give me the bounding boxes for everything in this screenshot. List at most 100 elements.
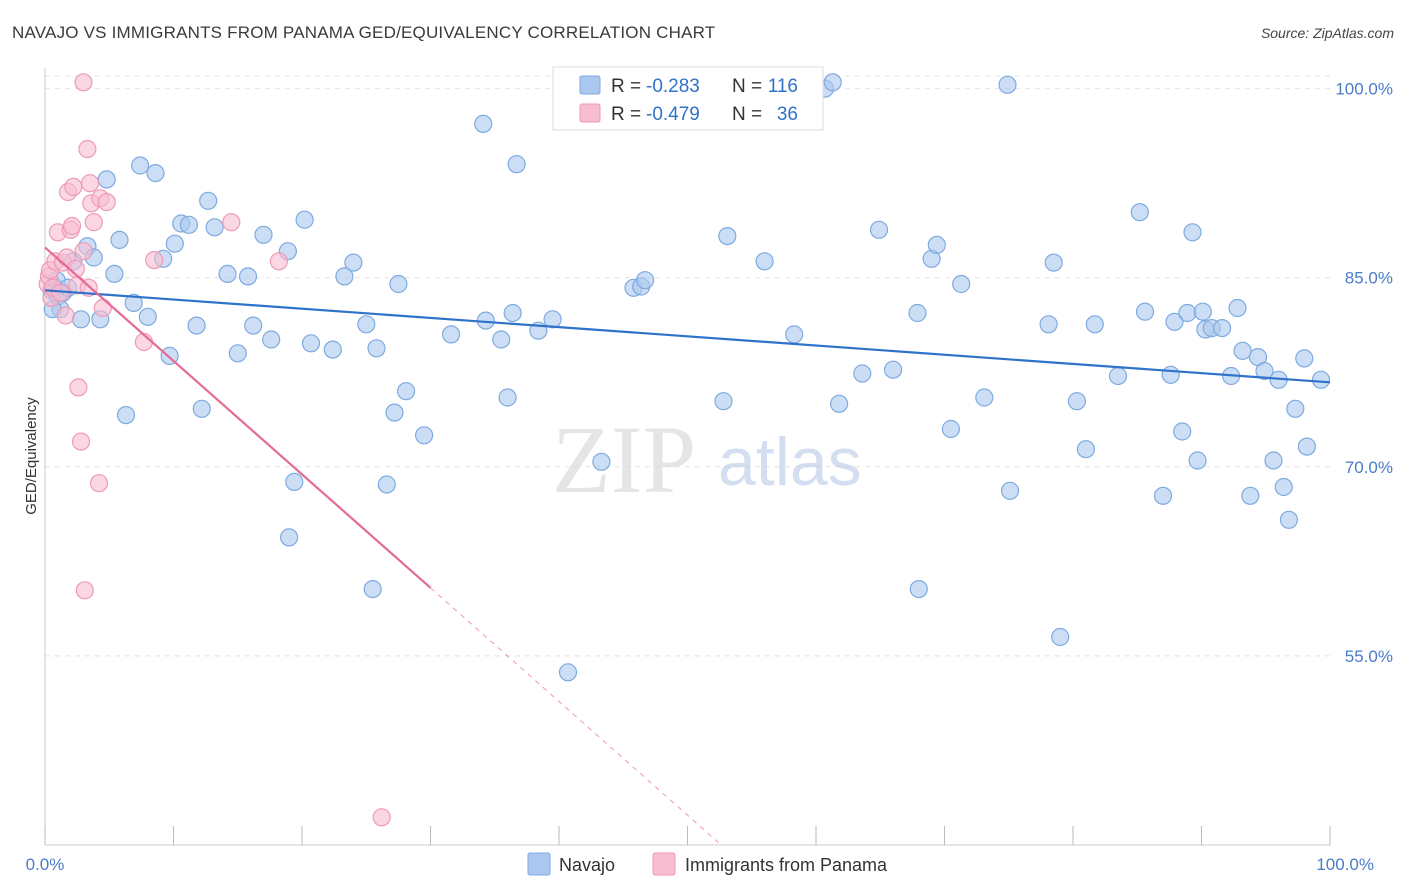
panama-point-33 bbox=[222, 213, 241, 232]
chart-title: NAVAJO VS IMMIGRANTS FROM PANAMA GED/EQU… bbox=[12, 23, 715, 42]
legend-n-value-panama: 36 bbox=[772, 104, 798, 125]
panama-point-22 bbox=[78, 140, 97, 159]
legend-r-label-panama: R = bbox=[611, 104, 641, 125]
panama-point-29 bbox=[93, 298, 112, 318]
navajo-point-17 bbox=[131, 156, 150, 175]
navajo-point-118 bbox=[1311, 370, 1331, 389]
y-tick-label-2: 70.0% bbox=[1345, 458, 1393, 477]
navajo-point-72 bbox=[829, 394, 849, 413]
panama-point-13 bbox=[62, 216, 82, 236]
navajo-point-27 bbox=[199, 191, 218, 210]
panama-trend-extension bbox=[430, 587, 719, 843]
panama-point-32 bbox=[145, 251, 164, 270]
navajo-point-86 bbox=[1044, 253, 1063, 272]
navajo-point-30 bbox=[228, 344, 247, 363]
navajo-point-84 bbox=[1000, 481, 1020, 500]
panama-trend-line bbox=[44, 246, 432, 589]
navajo-point-8 bbox=[71, 310, 91, 329]
panama-point-19 bbox=[74, 242, 93, 261]
legend-swatch-panama bbox=[579, 103, 601, 123]
bottom-legend-label-navajo: Navajo bbox=[559, 855, 615, 875]
navajo-point-82 bbox=[975, 388, 994, 407]
watermark-zip: ZIP bbox=[552, 406, 696, 513]
navajo-point-38 bbox=[295, 210, 314, 229]
y-tick-label-3: 55.0% bbox=[1345, 647, 1393, 666]
navajo-point-13 bbox=[105, 264, 124, 283]
gridlines bbox=[45, 75, 1330, 657]
navajo-point-111 bbox=[1264, 451, 1283, 470]
navajo-point-26 bbox=[192, 399, 211, 418]
legend-r-value-panama: -0.479 bbox=[646, 104, 700, 125]
navajo-point-32 bbox=[244, 316, 263, 335]
navajo-point-46 bbox=[377, 475, 396, 494]
navajo-trend-line bbox=[44, 289, 1331, 384]
navajo-point-101 bbox=[1193, 302, 1212, 321]
navajo-point-22 bbox=[165, 234, 184, 253]
chart-source: Source: ZipAtlas.com bbox=[1261, 25, 1394, 41]
navajo-point-42 bbox=[344, 253, 363, 272]
navajo-point-50 bbox=[415, 426, 434, 445]
panama-point-30 bbox=[97, 193, 116, 212]
navajo-point-83 bbox=[998, 75, 1017, 94]
navajo-point-12 bbox=[97, 170, 116, 189]
navajo-point-19 bbox=[146, 164, 165, 183]
navajo-point-61 bbox=[592, 452, 611, 471]
bottom-legend-swatch-navajo bbox=[527, 852, 551, 876]
navajo-point-92 bbox=[1130, 203, 1149, 222]
legend-n-value-navajo: 116 bbox=[768, 76, 798, 97]
navajo-point-79 bbox=[927, 235, 946, 254]
navajo-point-66 bbox=[714, 392, 733, 411]
y-tick-label-0: 100.0% bbox=[1335, 80, 1393, 99]
navajo-point-91 bbox=[1108, 366, 1128, 386]
navajo-point-73 bbox=[853, 364, 872, 383]
navajo-point-89 bbox=[1076, 440, 1096, 459]
navajo-point-39 bbox=[301, 334, 321, 353]
navajo-point-16 bbox=[124, 293, 143, 312]
panama-point-35 bbox=[372, 808, 391, 827]
panama-point-17 bbox=[69, 378, 88, 397]
correlation-legend: R = -0.283 N = 116 R = -0.479 N = 36 bbox=[552, 66, 824, 131]
watermark-atlas: atlas bbox=[718, 424, 862, 500]
bottom-legend-swatch-panama bbox=[652, 852, 676, 876]
navajo-point-44 bbox=[363, 579, 382, 599]
navajo-point-33 bbox=[254, 225, 273, 244]
navajo-point-94 bbox=[1153, 486, 1173, 505]
navajo-points bbox=[42, 73, 1331, 682]
panama-point-18 bbox=[71, 432, 91, 451]
y-axis-label: GED/Equivalency bbox=[23, 397, 40, 515]
navajo-point-87 bbox=[1051, 627, 1070, 647]
navajo-point-99 bbox=[1183, 223, 1202, 242]
legend-n-label-navajo: N = bbox=[732, 76, 762, 97]
panama-point-26 bbox=[84, 213, 103, 232]
navajo-point-54 bbox=[492, 330, 511, 349]
navajo-point-104 bbox=[1212, 319, 1232, 338]
navajo-point-67 bbox=[718, 227, 737, 246]
navajo-point-41 bbox=[335, 267, 354, 286]
navajo-point-107 bbox=[1233, 341, 1252, 360]
navajo-point-116 bbox=[1295, 349, 1314, 368]
x-axis-ticks bbox=[44, 826, 1331, 845]
navajo-point-31 bbox=[238, 267, 258, 286]
navajo-point-47 bbox=[385, 403, 404, 422]
panama-point-9 bbox=[56, 306, 75, 325]
navajo-point-51 bbox=[442, 325, 461, 344]
trend-lines bbox=[44, 246, 1331, 843]
navajo-point-28 bbox=[205, 218, 224, 237]
navajo-point-106 bbox=[1228, 298, 1247, 318]
navajo-point-98 bbox=[1178, 303, 1197, 323]
navajo-point-25 bbox=[187, 316, 206, 335]
navajo-point-110 bbox=[1255, 361, 1274, 381]
navajo-point-80 bbox=[941, 419, 961, 439]
navajo-point-93 bbox=[1135, 302, 1155, 321]
panama-point-21 bbox=[75, 581, 94, 600]
navajo-point-81 bbox=[952, 274, 971, 294]
x-tick-label-min: 0.0% bbox=[26, 855, 65, 874]
navajo-point-34 bbox=[262, 330, 281, 349]
legend-r-label-navajo: R = bbox=[611, 76, 641, 97]
panama-point-14 bbox=[64, 177, 83, 196]
navajo-point-49 bbox=[397, 382, 416, 401]
navajo-point-59 bbox=[543, 310, 562, 329]
x-tick-label-max: 100.0% bbox=[1316, 855, 1374, 874]
y-tick-labels: 100.0% 85.0% 70.0% 55.0% bbox=[1335, 80, 1393, 666]
navajo-point-76 bbox=[908, 303, 927, 323]
